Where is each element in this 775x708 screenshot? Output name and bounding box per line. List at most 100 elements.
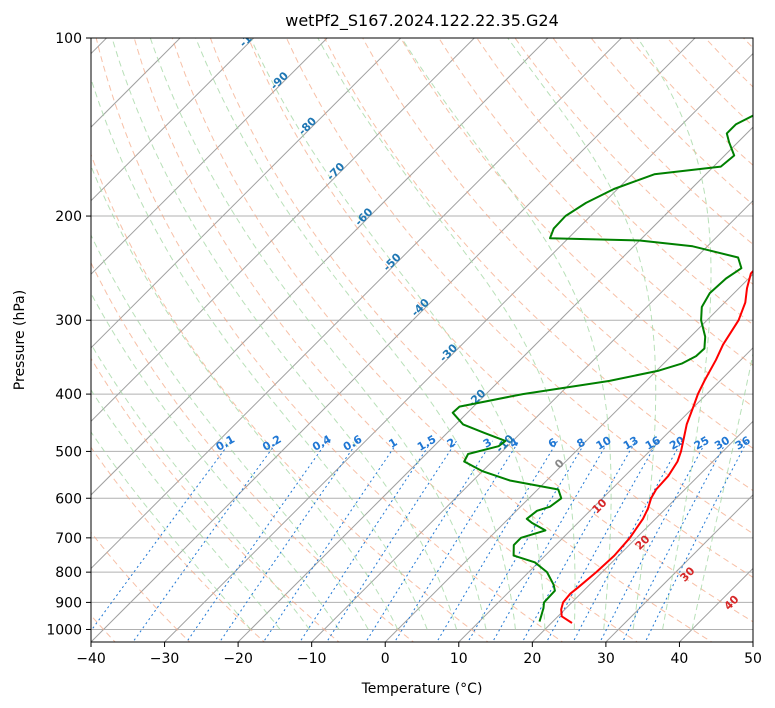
- isotherm-line: [91, 38, 402, 349]
- isotherm-line: [237, 126, 753, 642]
- isotherm-label: -20: [465, 387, 488, 410]
- mixing-ratio-line: [91, 440, 232, 632]
- grid-layer: [0, 11, 753, 654]
- isotherm-line: [91, 38, 623, 570]
- isotherm-line: [605, 494, 753, 642]
- mixing-ratio-line: [132, 440, 279, 642]
- isotherm-label: -60: [352, 205, 375, 228]
- y-tick-label: 1000: [46, 622, 82, 638]
- x-tick-label: 50: [744, 651, 762, 667]
- mixing-ratio-label: 1: [386, 436, 399, 451]
- dry-adiabat-line: [666, 38, 753, 127]
- moist-adiabat-line: [91, 77, 428, 630]
- dewpoint-profile-line: [451, 114, 753, 622]
- isotherm-label: -50: [381, 250, 404, 273]
- y-tick-label: 800: [55, 565, 82, 581]
- dry-adiabat-label: 20: [633, 532, 653, 552]
- dry-adiabat-line: [91, 446, 266, 642]
- moist-adiabat-line: [195, 38, 516, 630]
- dry-adiabat-line: [133, 38, 639, 642]
- mixing-ratio-label: 2: [445, 436, 458, 451]
- dry-adiabat-line: [171, 38, 713, 642]
- x-tick-label: 10: [450, 651, 468, 667]
- mixing-ratio-label: 8: [574, 436, 587, 451]
- x-tick-label: 0: [381, 651, 390, 667]
- x-tick-label: −40: [76, 651, 106, 667]
- mixing-ratio-line: [467, 440, 587, 642]
- dry-adiabat-line: [514, 38, 753, 285]
- x-tick-label: −20: [223, 651, 253, 667]
- moist-adiabat-line: [91, 164, 399, 630]
- isotherm-label: -30: [437, 341, 460, 364]
- isotherm-label: -40: [409, 296, 432, 319]
- x-tick-label: 30: [597, 651, 615, 667]
- moist-adiabat-line: [91, 343, 310, 630]
- moist-adiabat-line: [317, 38, 576, 630]
- moist-adiabat-line: [111, 38, 458, 630]
- isotherm-line: [384, 273, 753, 642]
- plot-frame: [90, 37, 754, 643]
- mixing-ratio-label: 0.2: [260, 433, 283, 454]
- mixing-ratio-line: [394, 440, 520, 642]
- isotherm-line: [91, 38, 328, 275]
- dry-adiabat-line: [590, 38, 753, 206]
- isotherm-line: [458, 347, 753, 642]
- y-tick-label: 700: [55, 531, 82, 547]
- moist-adiabat-line: [149, 38, 487, 630]
- mixing-ratio-label: 1.5: [415, 433, 438, 454]
- moist-adiabat-line: [507, 38, 657, 630]
- dry-adiabat-line: [91, 357, 340, 642]
- dry-adiabat-line: [91, 153, 489, 642]
- mixing-ratio-line: [644, 440, 748, 642]
- mixing-ratio-line: [326, 440, 458, 642]
- moist-adiabat-line: [250, 38, 546, 630]
- y-axis-label: Pressure (hPa): [12, 290, 28, 390]
- mixing-ratio-label: 13: [621, 434, 641, 453]
- dry-adiabat-label: 40: [722, 593, 742, 613]
- isotherm-line: [91, 38, 181, 128]
- mixing-ratio-line: [436, 440, 559, 642]
- y-tick-label: 500: [55, 444, 82, 460]
- isotherm-label: -80: [296, 114, 319, 137]
- isotherm-line: [91, 38, 549, 496]
- moist-adiabat-line: [636, 38, 712, 630]
- chart-title: wetPf2_S167.2024.122.22.35.G24: [285, 11, 559, 31]
- x-tick-label: −10: [297, 651, 327, 667]
- profile-layer: [451, 114, 753, 624]
- mixing-ratio-line: [365, 440, 494, 642]
- y-tick-label: 900: [55, 595, 82, 611]
- isotherm-line: [531, 420, 753, 642]
- moist-adiabat-line: [91, 234, 369, 630]
- isotherm-line: [0, 11, 60, 654]
- mixing-ratio-label: 10: [594, 434, 614, 453]
- dry-adiabat-line: [209, 38, 753, 623]
- dry-adiabat-line: [95, 38, 564, 642]
- isotherm-line: [310, 199, 753, 642]
- isotherm-label: -70: [324, 160, 347, 183]
- x-tick-label: 20: [523, 651, 541, 667]
- mixing-ratio-line: [262, 440, 399, 642]
- y-tick-label: 300: [55, 313, 82, 329]
- mixing-ratio-label: 16: [643, 434, 663, 453]
- y-tick-label: 400: [55, 387, 82, 403]
- isotherm-line: [752, 641, 753, 642]
- mixing-ratio-line: [185, 440, 328, 642]
- mixing-ratio-line: [599, 440, 707, 642]
- mixing-ratio-line: [299, 440, 433, 642]
- isotherm-line: [163, 52, 753, 642]
- isotherm-line: [678, 567, 753, 642]
- dry-adiabat-line: [285, 38, 753, 535]
- dry-adiabat-line: [400, 38, 753, 408]
- moist-adiabat-line: [91, 292, 340, 630]
- mixing-ratio-label: 6: [546, 435, 559, 450]
- isotherm-line: [91, 38, 476, 423]
- y-tick-label: 600: [55, 491, 82, 507]
- moist-adiabat-line: [401, 38, 612, 630]
- mixing-ratio-line: [492, 440, 610, 642]
- isotherm-line: [91, 38, 696, 642]
- dry-adiabat-label: 10: [590, 496, 610, 516]
- y-axis: 100 200 300 400 500 600 700 800 900 1000: [46, 31, 91, 638]
- x-axis-label: Temperature (°C): [361, 681, 483, 697]
- x-tick-label: −30: [150, 651, 180, 667]
